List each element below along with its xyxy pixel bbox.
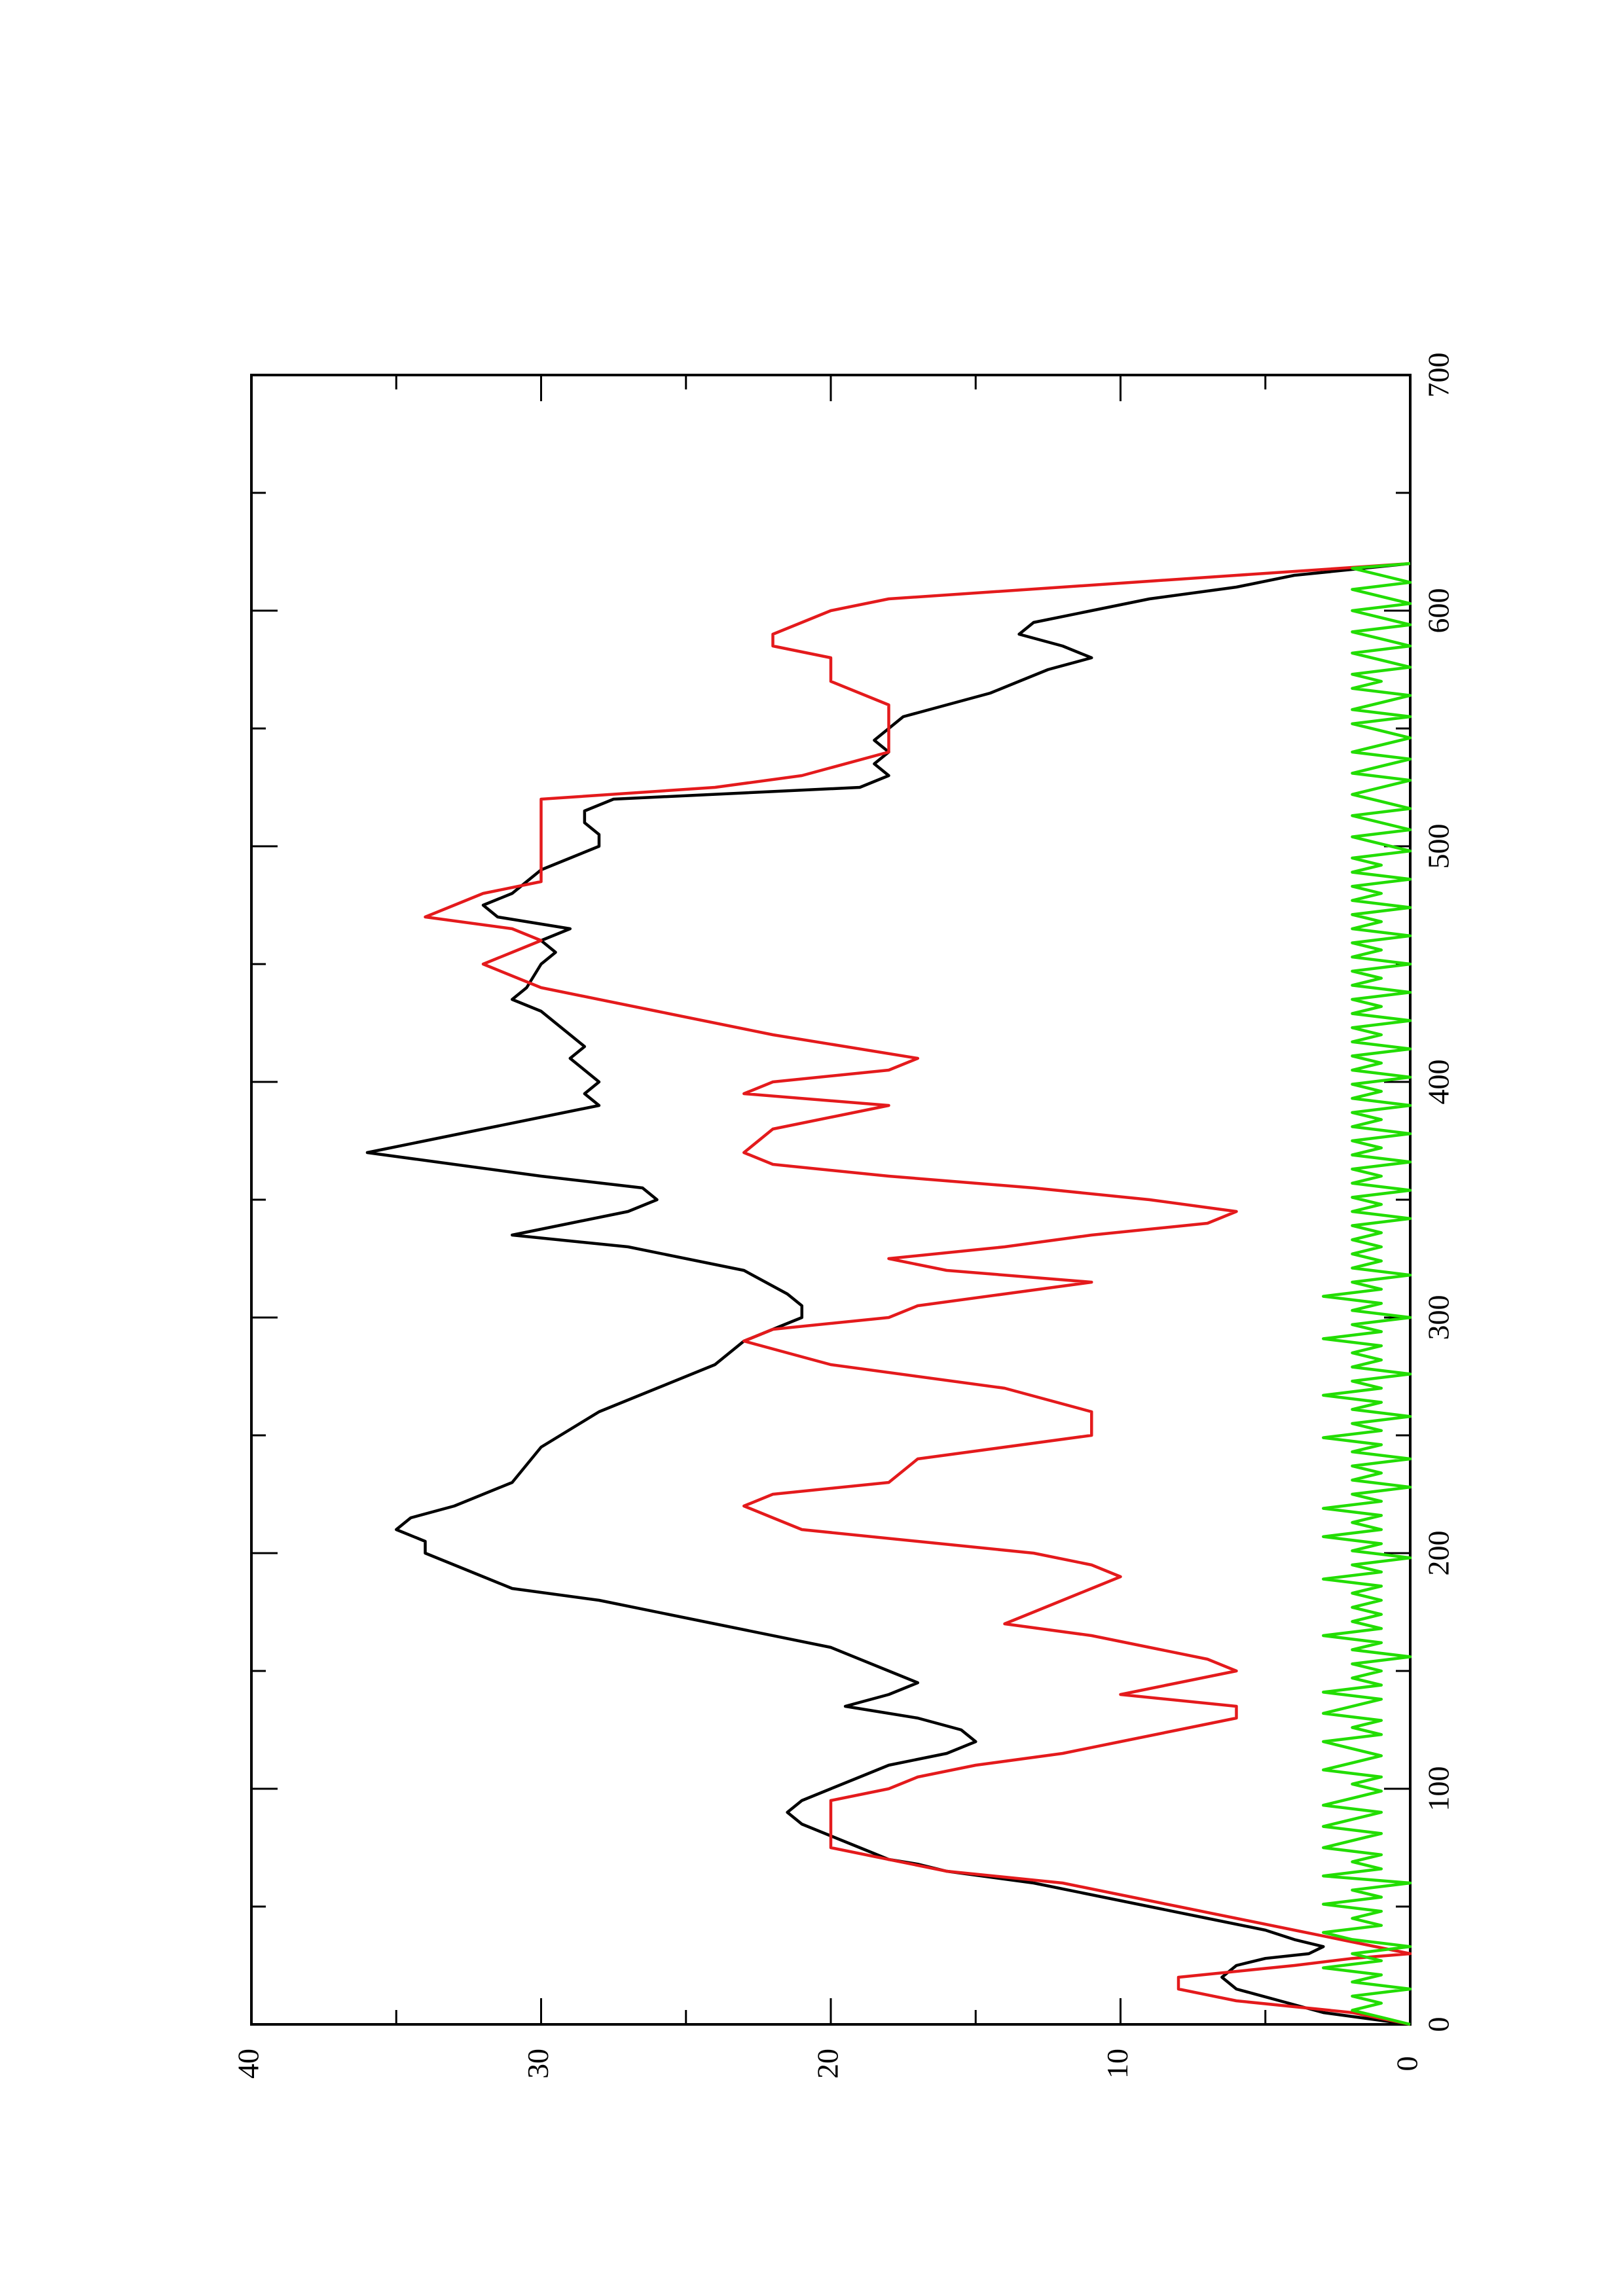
x-tick-label: 700 xyxy=(1422,353,1455,398)
y-tick-label: 0 xyxy=(1391,2056,1424,2072)
y-tick-label: 20 xyxy=(811,2049,845,2079)
axis-tick-labels: 0 100 200 300 400 500 600 700 0 10 20 30 40 xyxy=(232,353,1455,2079)
y-tick-label: 10 xyxy=(1101,2049,1134,2079)
x-tick-label: 300 xyxy=(1422,1295,1455,1340)
x-tick-label: 500 xyxy=(1422,824,1455,869)
plot-frame xyxy=(250,374,1412,2026)
series-line-2 xyxy=(424,562,1412,2026)
x-tick-label: 400 xyxy=(1422,1060,1455,1105)
series-layer xyxy=(365,562,1412,2026)
x-tick-label: 200 xyxy=(1422,1531,1455,1576)
axis-ticks xyxy=(250,374,1412,2026)
y-tick-label: 30 xyxy=(521,2049,555,2079)
x-tick-label: 0 xyxy=(1422,2017,1455,2032)
y-tick-label: 40 xyxy=(232,2049,265,2079)
series-line-1 xyxy=(365,562,1411,2026)
series-line-3 xyxy=(1322,562,1412,2026)
x-tick-label: 600 xyxy=(1422,588,1455,634)
x-tick-label: 100 xyxy=(1422,1767,1455,1812)
